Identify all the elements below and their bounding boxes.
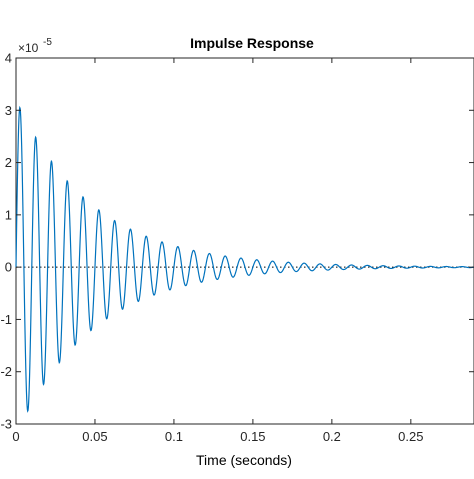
x-axis-title: Time (seconds) (196, 452, 292, 468)
x-tick-label: 0.2 (323, 429, 341, 444)
y-tick-label: 2 (5, 155, 12, 170)
x-tick-label: 0.1 (165, 429, 183, 444)
chart-title: Impulse Response (190, 35, 314, 51)
y-axis-exponent-base: ×10 (18, 41, 39, 55)
plot-area (15, 57, 474, 425)
y-tick-label: 0 (5, 260, 12, 275)
y-tick-label: -2 (0, 364, 12, 379)
y-tick-label: -1 (0, 312, 12, 327)
impulse-response-line (15, 105, 474, 413)
x-tick-label: 0.05 (82, 429, 107, 444)
x-tick-label: 0.25 (398, 429, 423, 444)
plot-frame (15, 57, 474, 425)
x-tick-label: 0.15 (240, 429, 265, 444)
axis-ticks: 0 0.05 0.1 0.15 0.2 0.25 -3 -2 -1 0 1 2 3 4 (0, 51, 474, 444)
y-tick-label: 4 (5, 51, 12, 66)
x-tick-label: 0 (12, 429, 19, 444)
y-axis-exponent-power: -5 (43, 37, 52, 48)
y-tick-label: 1 (5, 207, 12, 222)
y-tick-label: -3 (0, 417, 12, 432)
y-tick-label: 3 (5, 103, 12, 118)
y-axis-exponent: ×10 -5 (18, 37, 52, 55)
